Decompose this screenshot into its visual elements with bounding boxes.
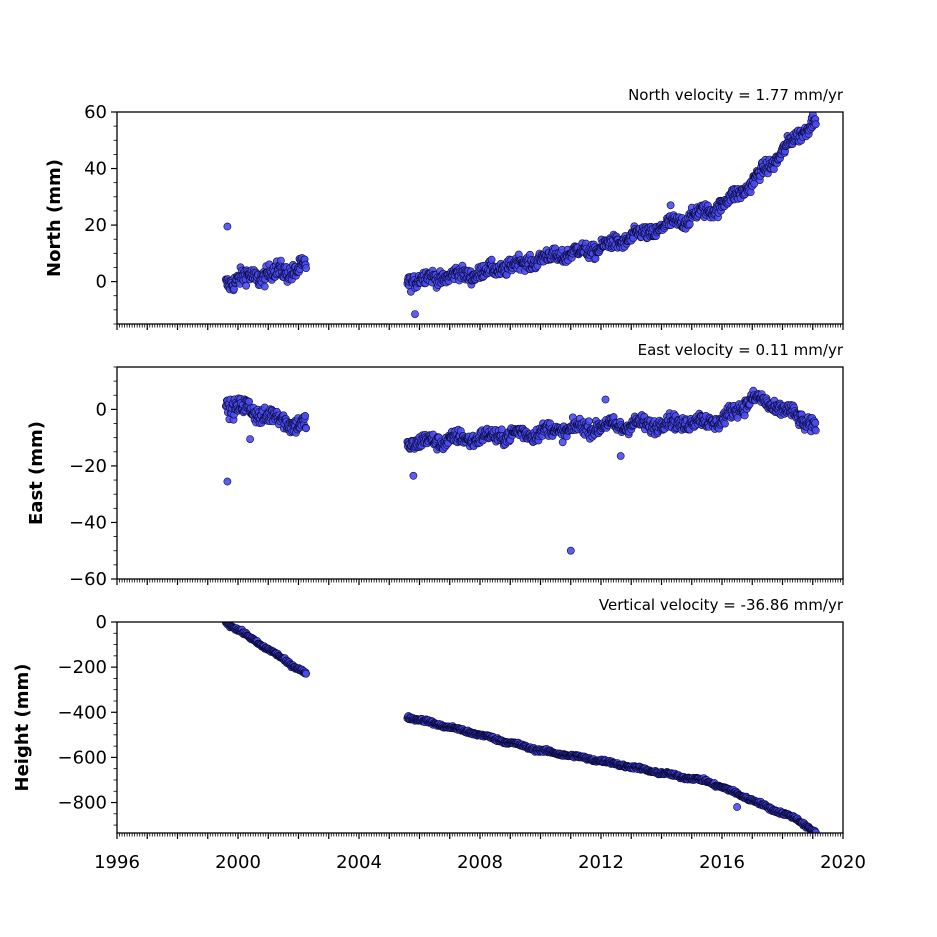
outlier-point: [223, 222, 232, 231]
outlier-point: [616, 452, 625, 460]
outlier-point: [411, 310, 419, 318]
x-tick-label: 2016: [699, 852, 745, 873]
outlier-point: [733, 803, 741, 811]
velocity-annotation: East velocity = 0.11 mm/yr: [638, 341, 844, 359]
velocity-annotation: Vertical velocity = -36.86 mm/yr: [599, 596, 844, 614]
y-tick-label: −400: [58, 702, 107, 723]
data-point: [302, 424, 310, 433]
y-tick-label: 0: [96, 272, 107, 293]
x-tick-label: 2004: [336, 852, 382, 873]
data-point: [558, 438, 567, 447]
data-point: [242, 281, 250, 290]
panel-height: −800 −600 −400 −200 0 1996 2000 2004 2008 2012 201…: [12, 596, 866, 873]
y-tick-label: −200: [58, 657, 107, 678]
x-tick-label: 2000: [215, 852, 261, 873]
data-point: [302, 669, 310, 678]
x-tick-label: 2020: [820, 852, 866, 873]
y-tick-label: −40: [69, 512, 107, 533]
data-points-east: [221, 386, 820, 555]
y-tick-label: 60: [84, 102, 107, 123]
outlier-point: [409, 471, 418, 480]
y-tick-label: −20: [69, 456, 107, 477]
panel-east: −60 −40 −20 0 East (mm) East velocity = 0.11 …: [26, 341, 844, 590]
data-point: [487, 255, 496, 264]
data-point: [811, 418, 820, 427]
data-point: [301, 411, 309, 420]
outlier-point: [223, 477, 232, 486]
y-axis-label: North (mm): [44, 159, 65, 277]
data-point: [245, 397, 253, 406]
y-axis-label: Height (mm): [12, 664, 33, 792]
data-points-height: [222, 622, 820, 833]
panel-north: 0 20 40 60 North (mm) North velocity = 1.77 m…: [44, 86, 844, 330]
x-tick-label: 2012: [578, 852, 624, 873]
data-point: [685, 220, 694, 229]
axes-frame: [116, 621, 844, 834]
data-point: [721, 419, 729, 428]
y-tick-label: 0: [96, 399, 107, 420]
outlier-point: [566, 546, 575, 555]
data-point: [585, 417, 593, 426]
y-tick-label: −600: [58, 747, 107, 768]
y-tick-label: 0: [96, 612, 107, 633]
y-tick-label: −60: [69, 569, 107, 590]
data-point: [740, 411, 749, 420]
data-point: [811, 120, 820, 129]
data-point: [302, 264, 310, 272]
y-tick-label: −800: [58, 793, 107, 814]
axes-frame: [116, 111, 844, 325]
outlier-point: [666, 201, 675, 210]
y-tick-label: 40: [84, 159, 107, 180]
velocity-annotation: North velocity = 1.77 mm/yr: [628, 86, 844, 104]
data-point: [260, 282, 269, 291]
x-tick-label: 1996: [94, 852, 140, 873]
outlier-point: [601, 395, 610, 404]
y-axis-label: East (mm): [26, 421, 47, 525]
y-tick-label: 20: [84, 215, 107, 236]
data-points-north: [221, 112, 820, 318]
outlier-point: [246, 435, 254, 443]
data-point: [811, 426, 820, 435]
x-tick-label: 2008: [457, 852, 503, 873]
data-point: [276, 256, 285, 265]
